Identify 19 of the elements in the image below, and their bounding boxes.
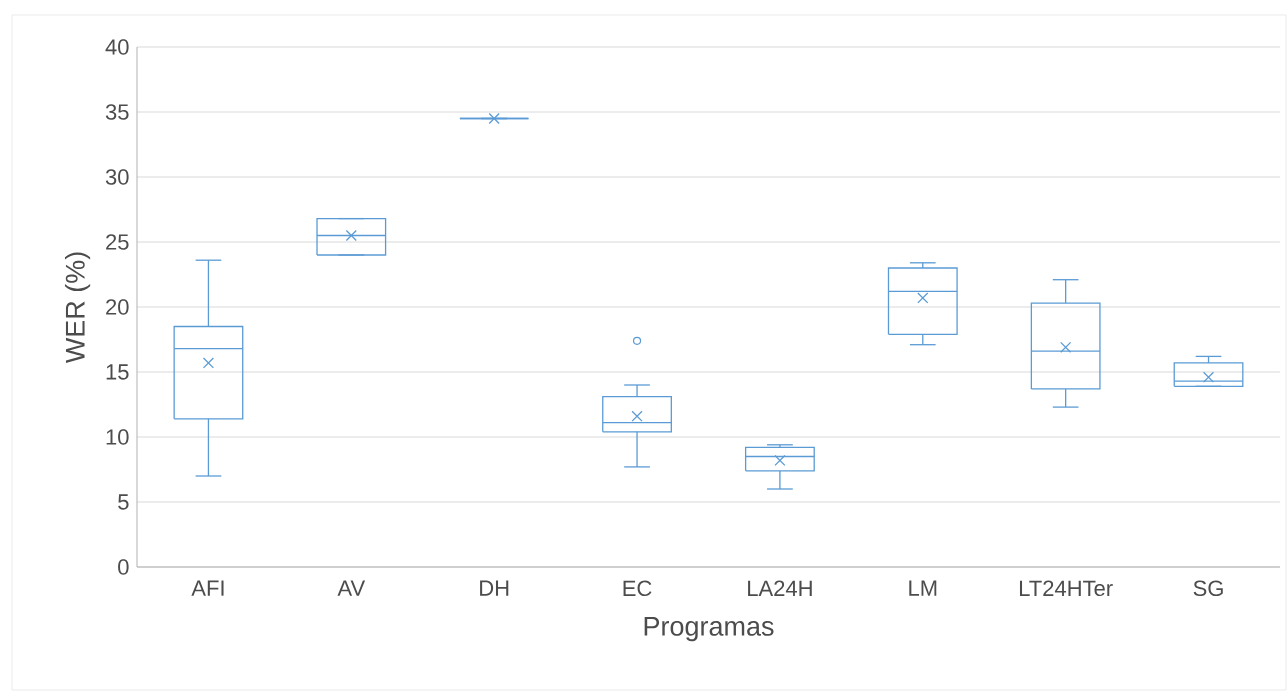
y-tick-label: 35 (105, 104, 129, 120)
y-tick-label: 30 (105, 169, 129, 185)
x-tick-label: AV (337, 580, 366, 596)
x-tick-label: EC (623, 580, 652, 597)
x-tick-label: LM (909, 580, 937, 596)
y-axis-title: WER (%) (64, 252, 91, 364)
y-tick-label: 10 (106, 429, 129, 445)
x-tick-label: LA24H (748, 580, 812, 596)
y-tick-label: 40 (105, 39, 129, 55)
y-tick-label: 20 (106, 299, 129, 315)
x-axis-title: Programas (644, 616, 774, 642)
x-tick-label: SG (1193, 580, 1223, 597)
x-tick-label: LT24HTer (1019, 580, 1113, 597)
y-tick-label: 15 (106, 364, 129, 380)
x-tick-label: DH (480, 580, 509, 596)
y-tick-label: 25 (106, 234, 129, 250)
x-tick-label: AFI (191, 580, 224, 596)
y-tick-label: 0 (118, 559, 129, 575)
y-tick-label: 5 (118, 494, 129, 510)
